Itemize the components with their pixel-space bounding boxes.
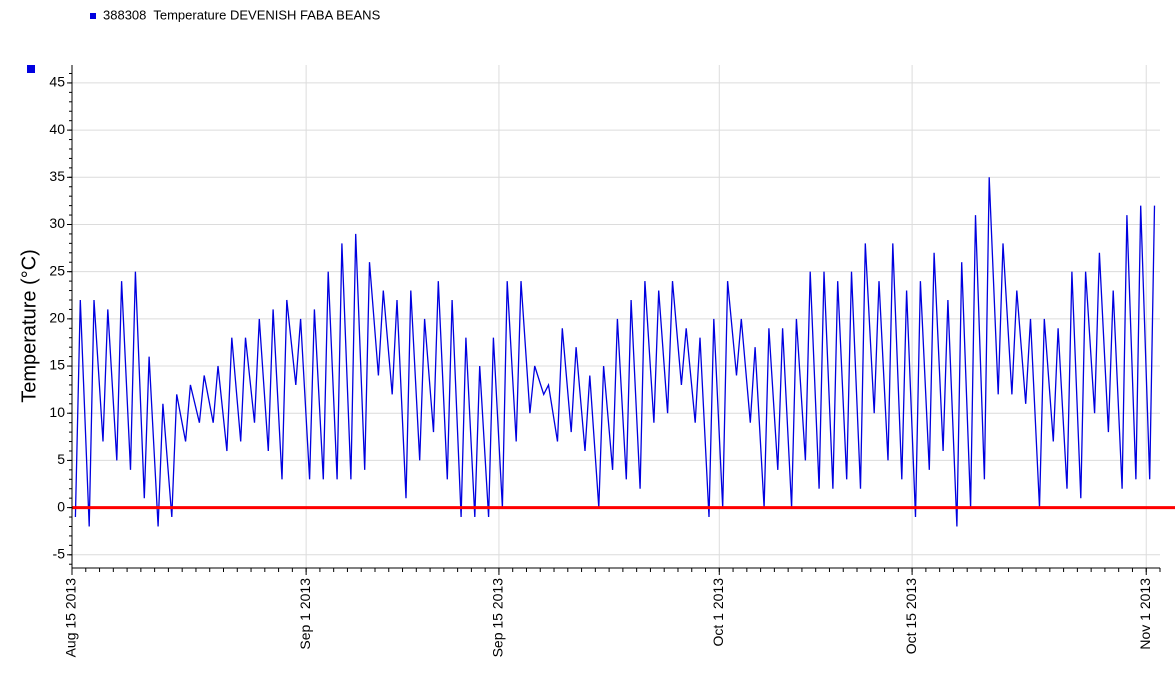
y-tick-label: 25 xyxy=(49,262,65,278)
y-tick-label: 0 xyxy=(57,498,65,514)
x-tick-label: Sep 15 2013 xyxy=(490,578,506,658)
legend-label: 388308 Temperature DEVENISH FABA BEANS xyxy=(103,7,381,22)
x-tick-label: Oct 1 2013 xyxy=(710,578,726,647)
y-tick-label: 40 xyxy=(49,121,65,137)
y-tick-label: 20 xyxy=(49,310,65,326)
axis-marker xyxy=(27,65,35,73)
y-tick-label: 30 xyxy=(49,215,65,231)
x-tick-label: Aug 15 2013 xyxy=(63,578,79,658)
y-tick-label: 35 xyxy=(49,168,65,184)
x-tick-label: Sep 1 2013 xyxy=(297,578,313,650)
y-axis-label: Temperature (°C) xyxy=(18,249,40,403)
x-tick-label: Nov 1 2013 xyxy=(1137,578,1153,650)
y-tick-label: 5 xyxy=(57,451,65,467)
legend-swatch xyxy=(90,13,96,19)
y-tick-label: 15 xyxy=(49,357,65,373)
y-tick-label: 45 xyxy=(49,74,65,90)
y-tick-label: -5 xyxy=(53,545,66,561)
y-tick-label: 10 xyxy=(49,404,65,420)
data-line xyxy=(74,177,1156,527)
x-tick-label: Oct 15 2013 xyxy=(903,578,919,654)
